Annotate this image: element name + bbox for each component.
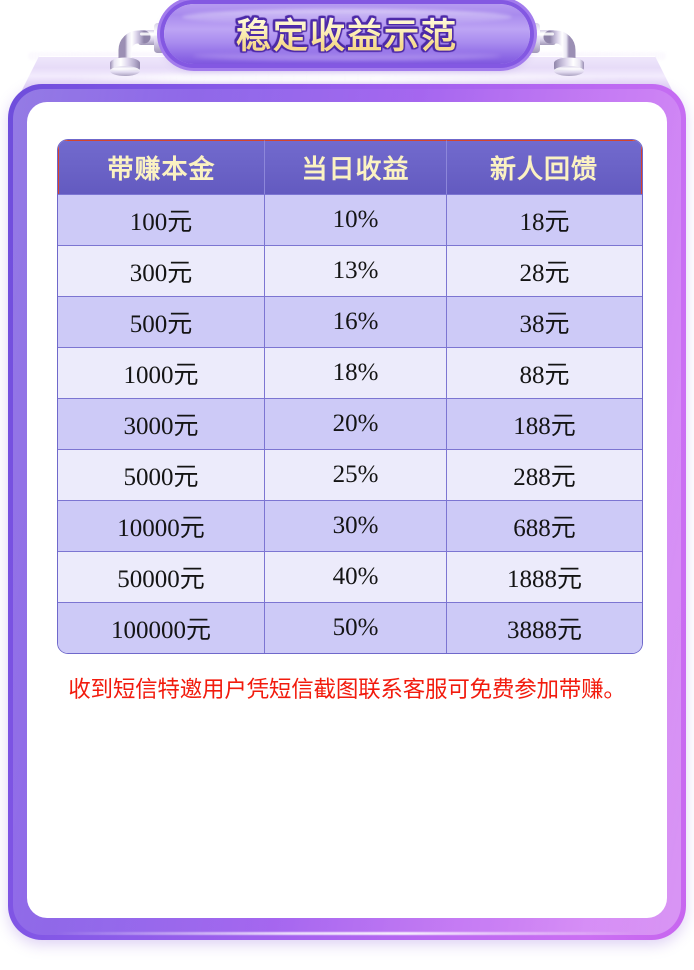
shelf-gloss <box>57 74 637 84</box>
column-header-daily-return: 当日收益 <box>265 140 447 194</box>
table-row: 5000元 25% 288元 <box>58 449 642 500</box>
title-pill: 稳定收益示范 <box>164 4 530 64</box>
cell-daily-return: 20% <box>265 398 447 449</box>
cell-principal: 100元 <box>58 194 265 245</box>
cell-principal: 50000元 <box>58 551 265 602</box>
banner: 稳定收益示范 <box>0 0 694 86</box>
cell-newcomer-bonus: 28元 <box>447 245 642 296</box>
cell-daily-return: 40% <box>265 551 447 602</box>
cell-newcomer-bonus: 18元 <box>447 194 642 245</box>
cell-principal: 5000元 <box>58 449 265 500</box>
cell-daily-return: 13% <box>265 245 447 296</box>
table-row: 1000元 18% 88元 <box>58 347 642 398</box>
table-row: 10000元 30% 688元 <box>58 500 642 551</box>
column-header-newcomer-bonus: 新人回馈 <box>447 140 642 194</box>
cell-principal: 3000元 <box>58 398 265 449</box>
cell-daily-return: 25% <box>265 449 447 500</box>
table-row: 100元 10% 18元 <box>58 194 642 245</box>
pill-top-gloss <box>182 9 512 25</box>
cell-newcomer-bonus: 1888元 <box>447 551 642 602</box>
table-row: 100000元 50% 3888元 <box>58 602 642 653</box>
cell-daily-return: 16% <box>265 296 447 347</box>
rate-table: 带赚本金 当日收益 新人回馈 100元 10% 18元 300元 13% 28元 500元 1… <box>58 140 642 653</box>
cell-newcomer-bonus: 88元 <box>447 347 642 398</box>
cell-daily-return: 50% <box>265 602 447 653</box>
cell-daily-return: 10% <box>265 194 447 245</box>
table-row: 500元 16% 38元 <box>58 296 642 347</box>
card-frame-bottom-highlight <box>55 932 639 935</box>
cell-newcomer-bonus: 188元 <box>447 398 642 449</box>
rate-table-wrapper: 带赚本金 当日收益 新人回馈 100元 10% 18元 300元 13% 28元 500元 1… <box>58 140 642 653</box>
cell-daily-return: 18% <box>265 347 447 398</box>
pill-bottom-gloss <box>193 52 501 60</box>
cell-principal: 500元 <box>58 296 265 347</box>
cell-principal: 1000元 <box>58 347 265 398</box>
cell-newcomer-bonus: 38元 <box>447 296 642 347</box>
cell-newcomer-bonus: 3888元 <box>447 602 642 653</box>
column-header-principal: 带赚本金 <box>58 140 265 194</box>
table-header-row: 带赚本金 当日收益 新人回馈 <box>58 140 642 194</box>
cell-principal: 10000元 <box>58 500 265 551</box>
cell-principal: 300元 <box>58 245 265 296</box>
cell-daily-return: 30% <box>265 500 447 551</box>
cell-newcomer-bonus: 688元 <box>447 500 642 551</box>
rate-table-body: 100元 10% 18元 300元 13% 28元 500元 16% 38元 1000元 18% 88… <box>58 194 642 653</box>
table-row: 3000元 20% 188元 <box>58 398 642 449</box>
cell-principal: 100000元 <box>58 602 265 653</box>
cell-newcomer-bonus: 288元 <box>447 449 642 500</box>
table-row: 300元 13% 28元 <box>58 245 642 296</box>
table-row: 50000元 40% 1888元 <box>58 551 642 602</box>
footer-note: 收到短信特邀用户凭短信截图联系客服可免费参加带赚。 <box>68 677 626 703</box>
page-title: 稳定收益示范 <box>164 4 530 64</box>
